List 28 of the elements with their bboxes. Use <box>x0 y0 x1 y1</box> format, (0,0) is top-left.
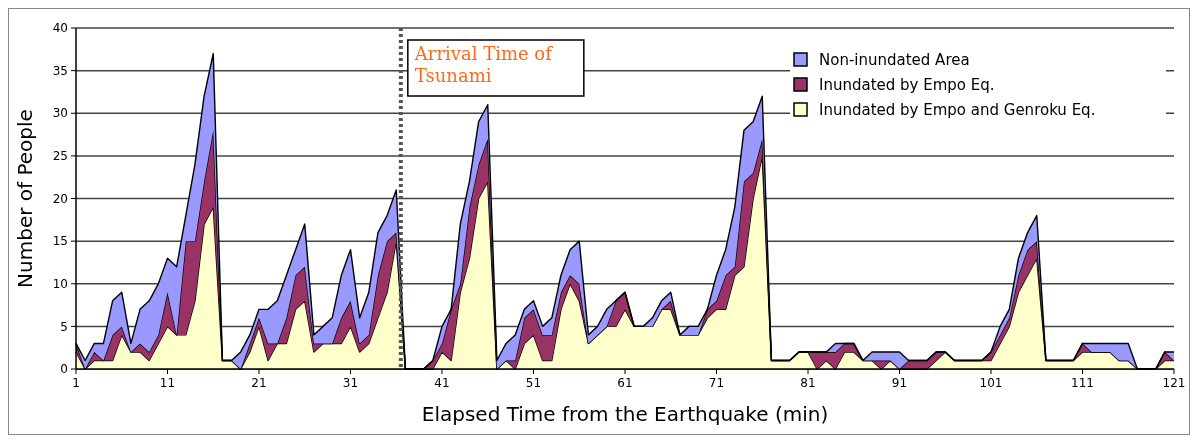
x-tick-label: 51 <box>525 376 542 390</box>
x-tick-label: 21 <box>251 376 267 390</box>
y-tick-label: 10 <box>52 276 68 291</box>
y-tick-label: 5 <box>60 319 68 334</box>
x-tick-label: 11 <box>159 376 176 390</box>
x-tick-label: 71 <box>708 376 725 390</box>
x-tick-label: 121 <box>1162 376 1186 390</box>
x-tick-label: 101 <box>979 376 1003 390</box>
y-tick-label: 35 <box>52 63 68 78</box>
x-tick-label: 31 <box>342 376 359 390</box>
y-tick-label: 0 <box>60 362 68 377</box>
y-tick-label: 30 <box>52 106 68 121</box>
x-tick-label: 91 <box>891 376 908 390</box>
y-tick-label: 40 <box>52 21 68 36</box>
x-tick-label: 1 <box>72 376 80 390</box>
x-tick-label: 61 <box>617 376 633 390</box>
x-tick-label: 81 <box>800 376 816 390</box>
x-axis-title: Elapsed Time from the Earthquake (min) <box>421 402 829 426</box>
legend-label: Inundated by Empo Eq. <box>819 76 995 95</box>
y-tick-label: 25 <box>52 149 68 164</box>
legend-label: Inundated by Empo and Genroku Eq. <box>819 101 1096 120</box>
y-tick-label: 20 <box>52 191 68 206</box>
x-tick-label: 111 <box>1071 376 1094 390</box>
legend-label: Non-inundated Area <box>819 51 970 70</box>
x-tick-label: 41 <box>434 376 450 390</box>
y-tick-label: 15 <box>52 234 68 249</box>
ref-line-label: Arrival Time of Tsunami <box>413 43 554 86</box>
y-axis-title: Number of People <box>13 109 37 288</box>
